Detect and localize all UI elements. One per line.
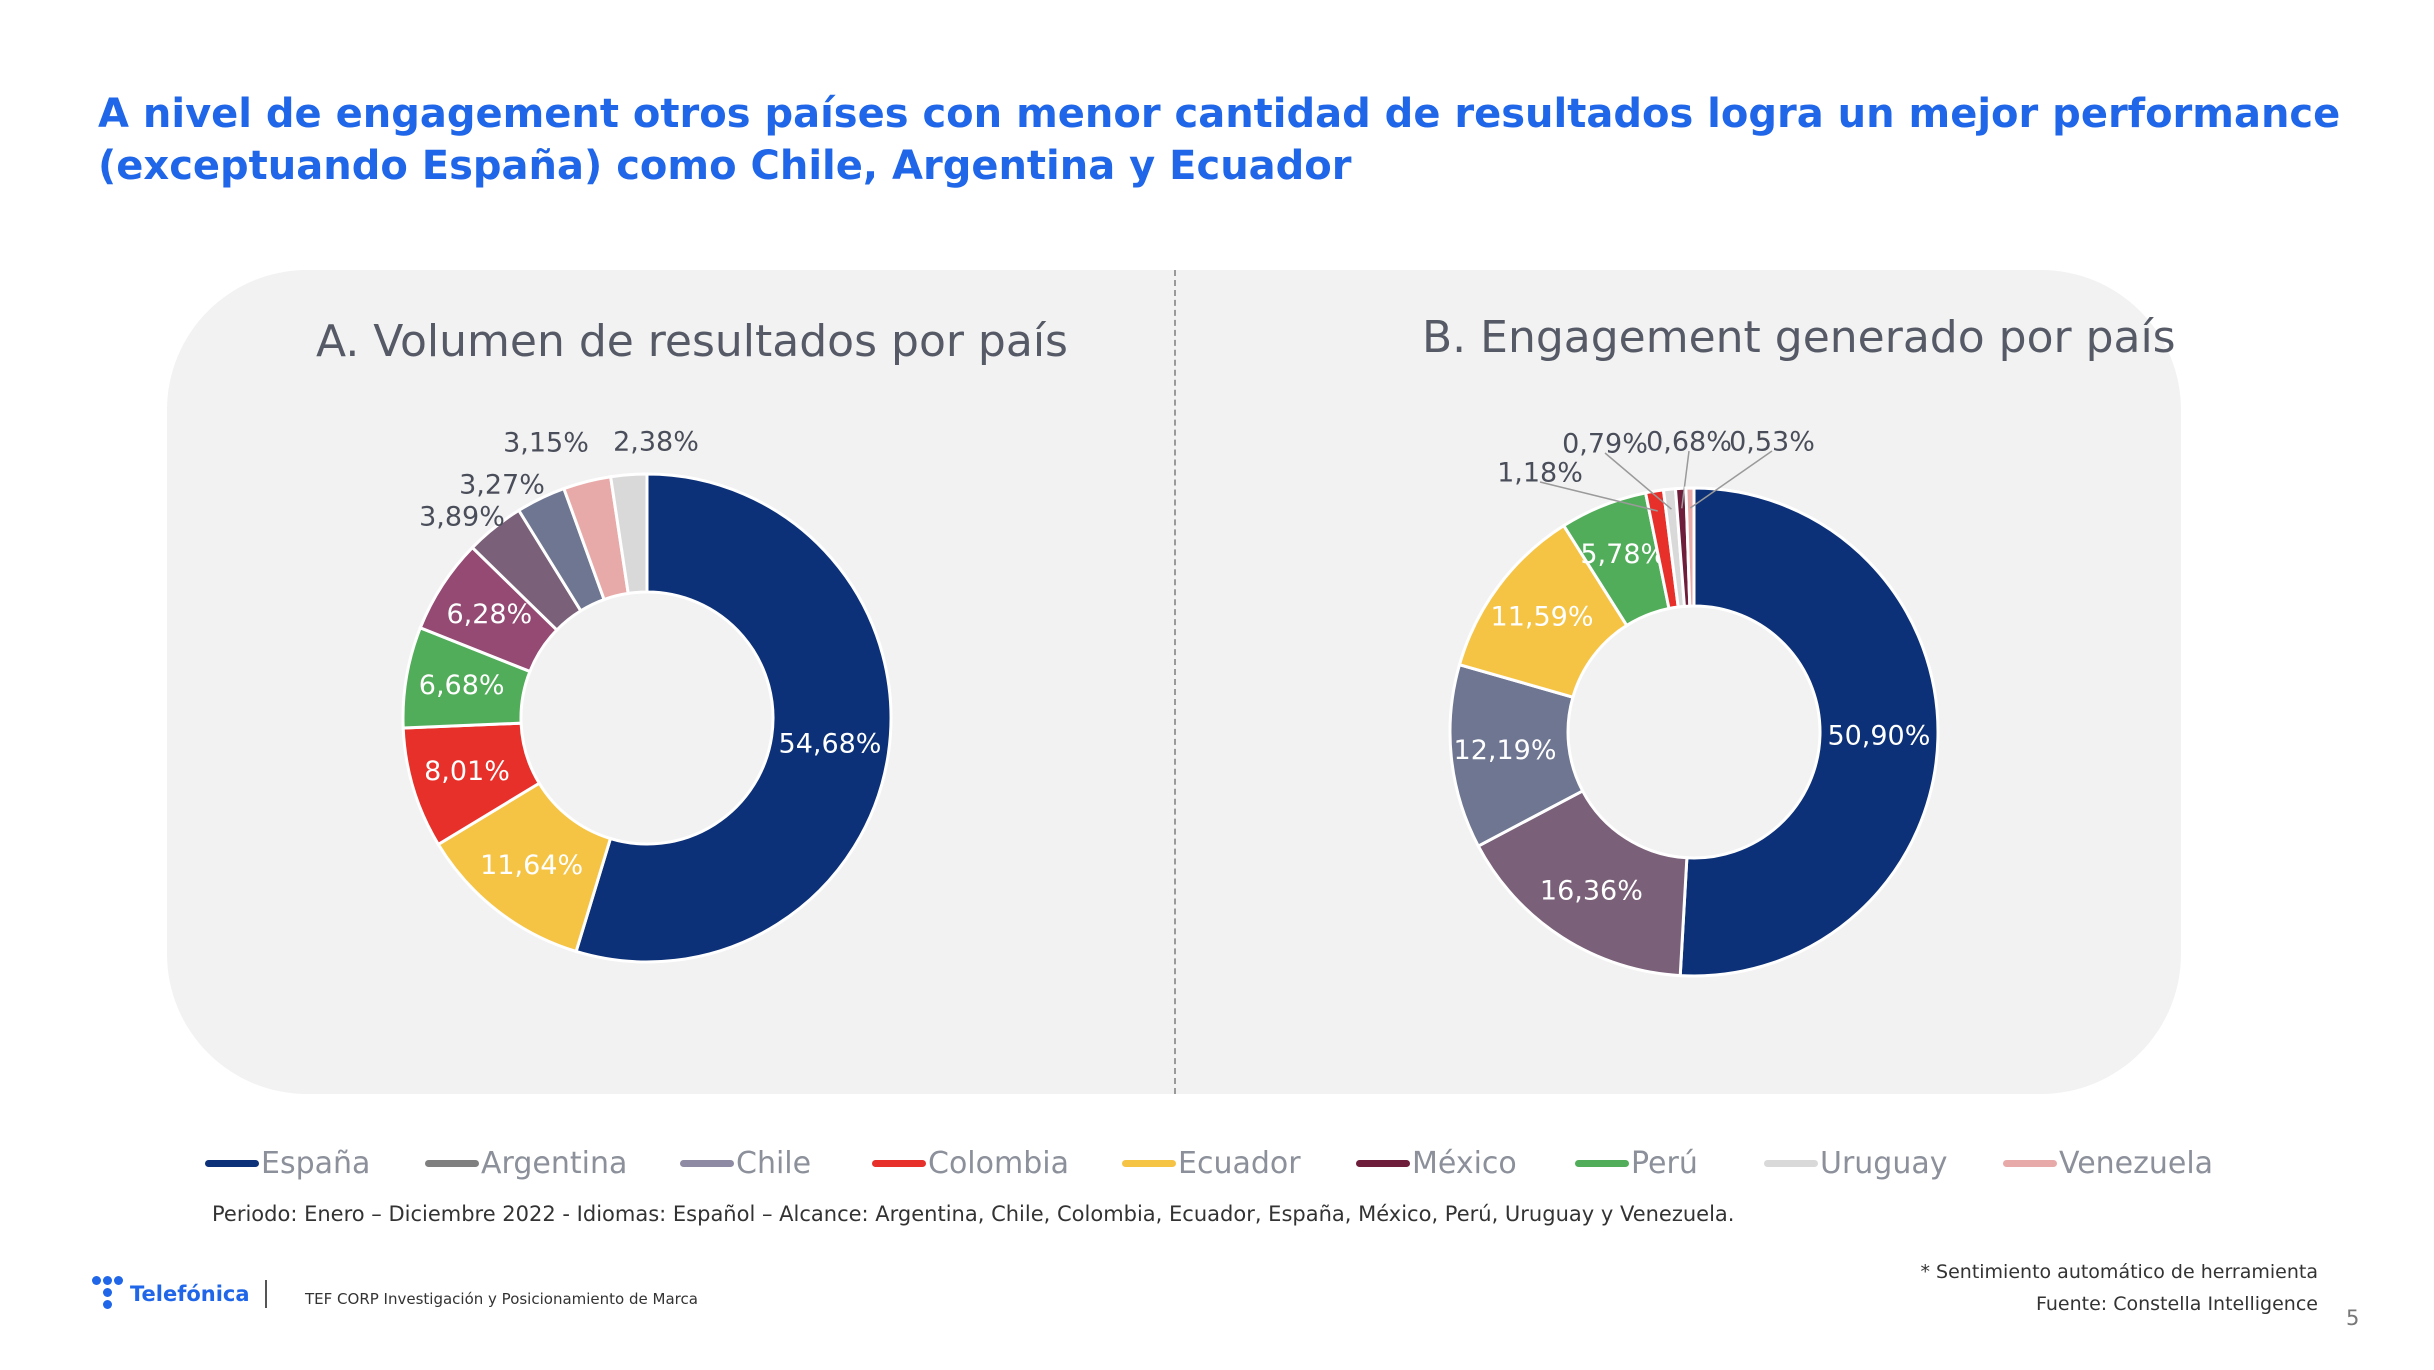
legend-label: Chile <box>736 1146 812 1181</box>
legend-swatch <box>1122 1160 1176 1167</box>
legend-swatch <box>2003 1160 2057 1167</box>
data-label-volume-espana: 54,68% <box>779 729 882 760</box>
panel-divider <box>1174 270 1176 1094</box>
data-label-volume-colombia: 8,01% <box>424 756 510 787</box>
data-label-engagement-venezuela: 0,53% <box>1729 427 1815 458</box>
legend-label: Perú <box>1631 1146 1698 1181</box>
slice-engagement-venezuela <box>1684 486 1696 608</box>
legend-item-mexico: México <box>1356 1146 1517 1181</box>
data-label-engagement-chile: 16,36% <box>1540 875 1643 906</box>
legend-label: México <box>1412 1146 1517 1181</box>
data-label-engagement-espana: 50,90% <box>1827 721 1930 752</box>
legend-label: Venezuela <box>2059 1146 2214 1181</box>
legend-swatch <box>872 1160 926 1167</box>
sentiment-note: * Sentimiento automático de herramienta <box>1920 1261 2318 1283</box>
brand-logo: Telefónica <box>92 1276 250 1312</box>
brand-name: Telefónica <box>130 1282 250 1306</box>
legend-item-chile: Chile <box>680 1146 811 1181</box>
legend-label: Uruguay <box>1820 1146 1948 1181</box>
data-label-volume-venezuela: 3,15% <box>503 428 589 459</box>
legend-swatch <box>1764 1160 1818 1167</box>
data-label-volume-chile: 3,89% <box>419 502 505 533</box>
leader-line-engagement-colombia <box>1539 481 1658 512</box>
legend-label: Argentina <box>481 1146 628 1181</box>
legend-label: Ecuador <box>1178 1146 1301 1181</box>
chart-legend: España Argentina Chile Colombia Ecuador Méxic… <box>0 1146 2434 1186</box>
slice-engagement-espana <box>1678 486 1940 978</box>
leader-line-engagement-uruguay <box>1604 452 1672 510</box>
legend-item-uruguay: Uruguay <box>1764 1146 1948 1181</box>
chart-b-title: B. Engagement generado por país <box>1422 312 2176 363</box>
legend-swatch <box>680 1160 734 1167</box>
data-label-engagement-colombia: 1,18% <box>1497 458 1583 489</box>
leader-line-engagement-venezuela <box>1689 450 1773 509</box>
leader-line-engagement-mexico <box>1681 450 1690 509</box>
legend-swatch <box>425 1160 479 1167</box>
data-label-volume-ecuador: 11,64% <box>480 850 583 881</box>
period-note: Periodo: Enero – Diciembre 2022 - Idioma… <box>212 1202 1735 1226</box>
data-label-volume-peru: 6,68% <box>419 670 505 701</box>
data-label-volume-mexico: 6,28% <box>446 599 532 630</box>
brand-separator <box>265 1280 267 1308</box>
slice-engagement-chile <box>1476 788 1689 978</box>
chart-a-title: A. Volumen de resultados por país <box>316 316 1068 367</box>
data-label-volume-uruguay: 2,38% <box>613 427 699 458</box>
data-label-volume-argentina: 3,27% <box>459 470 545 501</box>
legend-swatch <box>205 1160 259 1167</box>
legend-item-peru: Perú <box>1575 1146 1698 1181</box>
slice-volume-espana <box>574 472 893 964</box>
source-note: Fuente: Constella Intelligence <box>2035 1293 2318 1315</box>
legend-item-espana: España <box>205 1146 370 1181</box>
department-label: TEF CORP Investigación y Posicionamiento… <box>305 1290 698 1308</box>
legend-item-argentina: Argentina <box>425 1146 627 1181</box>
legend-swatch <box>1356 1160 1410 1167</box>
legend-label: Colombia <box>928 1146 1069 1181</box>
legend-item-venezuela: Venezuela <box>2003 1146 2213 1181</box>
legend-item-ecuador: Ecuador <box>1122 1146 1301 1181</box>
page-title: A nivel de engagement otros países con m… <box>98 91 2341 189</box>
slice-volume-uruguay <box>608 472 649 596</box>
data-label-engagement-uruguay: 0,79% <box>1562 429 1648 460</box>
legend-label: España <box>261 1146 371 1181</box>
data-label-engagement-peru: 5,78% <box>1580 539 1666 570</box>
telefonica-logo-icon <box>92 1276 123 1312</box>
page-number: 5 <box>2346 1306 2360 1330</box>
data-label-engagement-argentina: 12,19% <box>1454 735 1557 766</box>
data-label-engagement-mexico: 0,68% <box>1646 427 1732 458</box>
data-label-engagement-ecuador: 11,59% <box>1491 601 1594 632</box>
legend-item-colombia: Colombia <box>872 1146 1069 1181</box>
legend-swatch <box>1575 1160 1629 1167</box>
